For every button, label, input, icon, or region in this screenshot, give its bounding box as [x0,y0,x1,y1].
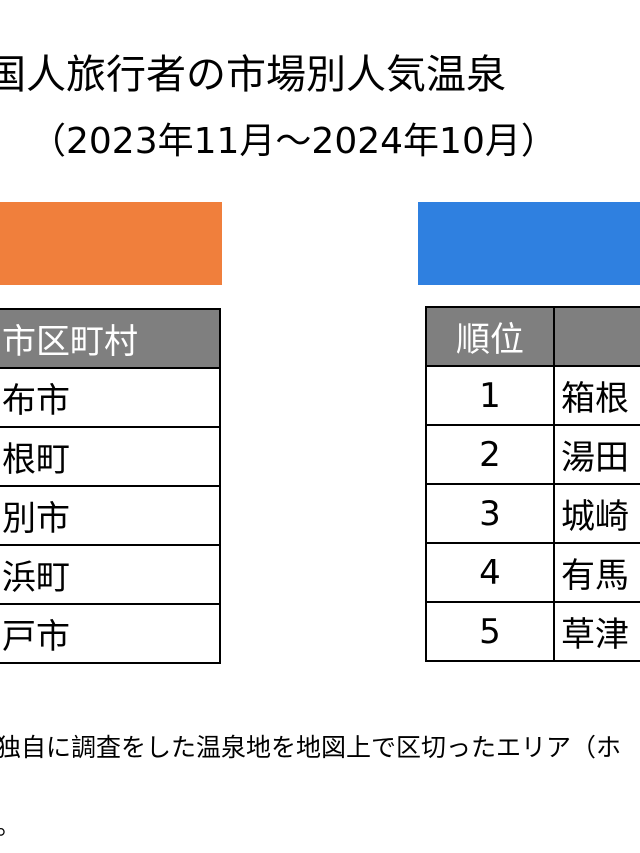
blue-banner [418,202,640,285]
row: 2 湯田 [425,424,640,485]
row: 5 草津 [425,601,640,662]
header-row: 市区町村 [0,308,221,369]
rank-cell: 1 [425,365,555,426]
row: 浜町 [0,544,221,605]
row: 別市 [0,485,221,546]
rank-cell: 5 [425,601,555,662]
footnote: 独自に調査をした温泉地を地図上で区切ったエリア（ホ [0,733,622,762]
row: 根町 [0,426,221,487]
cell: 別市 [0,485,221,546]
cell: 布市 [0,367,221,428]
header-cell [553,306,640,367]
name-cell: 城崎 [553,483,640,544]
title: 国人旅行者の市場別人気温泉 [0,52,506,98]
cell: 浜町 [0,544,221,605]
left-table: 市区町村 布市 根町 別市 浜町 戸市 [0,308,221,664]
row: 1 箱根 [425,365,640,426]
rank-cell: 3 [425,483,555,544]
row: 3 城崎 [425,483,640,544]
row: 布市 [0,367,221,428]
right-table: 順位 1 箱根 2 湯田 3 城崎 4 有馬 5 草津 [425,306,640,662]
cell: 根町 [0,426,221,487]
header-cell: 市区町村 [0,308,221,369]
rank-cell: 2 [425,424,555,485]
header-cell: 順位 [425,306,555,367]
name-cell: 有馬 [553,542,640,603]
rank-cell: 4 [425,542,555,603]
footnote: 。 [0,806,21,842]
row: 4 有馬 [425,542,640,603]
header-row: 順位 [425,306,640,367]
name-cell: 湯田 [553,424,640,485]
subtitle: （2023年11月～2024年10月） [30,121,557,162]
orange-banner [0,202,222,285]
name-cell: 草津 [553,601,640,662]
cell: 戸市 [0,603,221,664]
row: 戸市 [0,603,221,664]
name-cell: 箱根 [553,365,640,426]
